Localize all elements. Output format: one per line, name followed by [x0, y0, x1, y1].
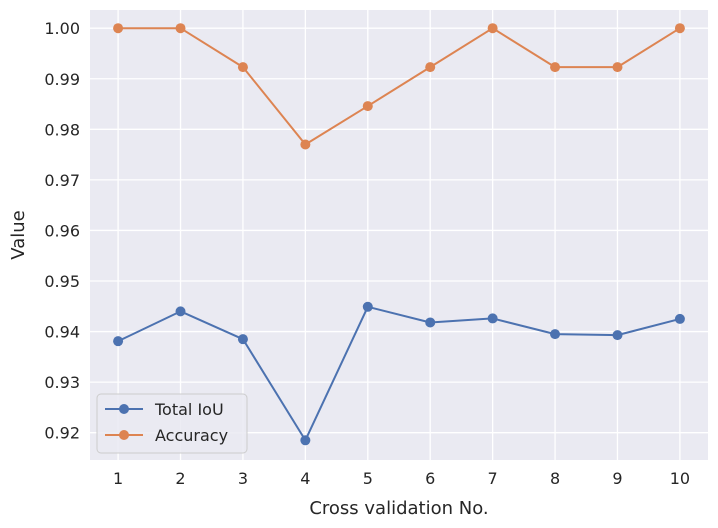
- legend-swatch-marker: [119, 404, 129, 414]
- x-axis-ticks: 1 2 3 4 5 6 7 8 9 10: [113, 469, 690, 488]
- data-point: [362, 301, 373, 312]
- series-line: [118, 27, 681, 146]
- series-line: [117, 305, 681, 442]
- x-tick-label: 2: [175, 469, 185, 488]
- data-point: [237, 62, 248, 73]
- series-layer: [113, 23, 685, 446]
- y-axis-ticks: 0.92 0.93 0.94 0.95 0.96 0.97 0.98 0.99 1.00: [44, 19, 80, 442]
- plot-area: [90, 10, 708, 460]
- y-tick-label: 0.95: [44, 272, 80, 291]
- legend-label: Total IoU: [154, 400, 224, 419]
- data-point: [425, 317, 436, 328]
- y-tick-label: 0.97: [44, 171, 80, 190]
- x-tick-label: 9: [612, 469, 622, 488]
- data-point: [113, 23, 124, 34]
- y-tick-label: 0.99: [44, 70, 80, 89]
- data-point: [674, 23, 685, 34]
- series-accuracy: [113, 23, 685, 150]
- y-tick-label: 0.92: [44, 424, 80, 443]
- legend-swatch-marker: [119, 430, 129, 440]
- legend-label: Accuracy: [155, 426, 228, 445]
- x-tick-label: 6: [425, 469, 435, 488]
- x-tick-label: 10: [670, 469, 690, 488]
- x-tick-label: 1: [113, 469, 123, 488]
- data-point: [300, 435, 311, 446]
- data-point: [487, 313, 498, 324]
- data-point: [487, 23, 498, 34]
- x-tick-label: 7: [488, 469, 498, 488]
- data-point: [425, 62, 436, 73]
- data-point: [550, 329, 561, 340]
- gridlines: [90, 10, 708, 460]
- data-point: [113, 336, 124, 347]
- series-total-iou: [113, 301, 685, 446]
- y-axis-title: Value: [8, 210, 29, 259]
- x-axis-title: Cross validation No.: [309, 498, 488, 519]
- data-point: [300, 139, 311, 150]
- data-point: [175, 306, 186, 317]
- data-point: [550, 62, 561, 73]
- y-tick-label: 0.93: [44, 373, 80, 392]
- data-point: [612, 330, 623, 341]
- x-tick-label: 3: [238, 469, 248, 488]
- y-tick-label: 0.96: [44, 221, 80, 240]
- y-tick-label: 1.00: [44, 19, 80, 38]
- data-point: [674, 313, 685, 324]
- data-point: [175, 23, 186, 34]
- y-tick-label: 0.94: [44, 323, 80, 342]
- data-point: [237, 334, 248, 345]
- x-tick-label: 8: [550, 469, 560, 488]
- x-tick-label: 5: [363, 469, 373, 488]
- data-point: [612, 62, 623, 73]
- data-point: [362, 101, 373, 112]
- legend: Total IoU Accuracy: [96, 393, 248, 454]
- x-tick-label: 4: [300, 469, 310, 488]
- y-tick-label: 0.98: [44, 120, 80, 139]
